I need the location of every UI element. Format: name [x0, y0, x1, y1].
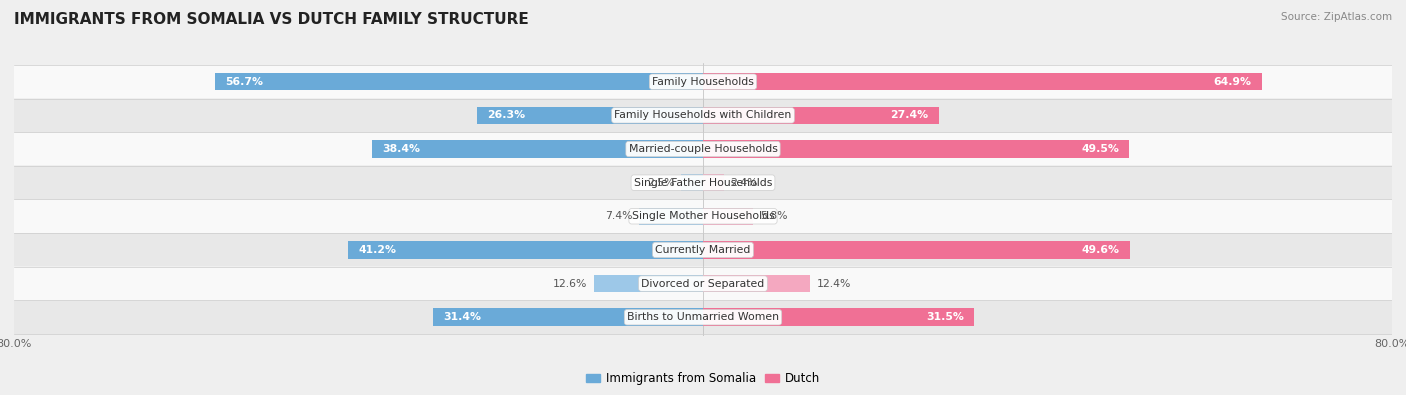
- Text: 64.9%: 64.9%: [1213, 77, 1251, 87]
- Bar: [703, 140, 1129, 158]
- Bar: [703, 107, 939, 124]
- Text: 12.6%: 12.6%: [553, 278, 588, 289]
- Text: 26.3%: 26.3%: [486, 110, 524, 120]
- Text: 31.5%: 31.5%: [927, 312, 965, 322]
- Bar: [14, 132, 1392, 166]
- Bar: [682, 174, 703, 192]
- Text: 41.2%: 41.2%: [359, 245, 396, 255]
- Bar: [14, 166, 1392, 199]
- Text: Source: ZipAtlas.com: Source: ZipAtlas.com: [1281, 12, 1392, 22]
- Text: Divorced or Separated: Divorced or Separated: [641, 278, 765, 289]
- Text: 12.4%: 12.4%: [817, 278, 851, 289]
- Text: Family Households: Family Households: [652, 77, 754, 87]
- Text: 5.8%: 5.8%: [759, 211, 787, 221]
- Bar: [477, 107, 703, 124]
- Text: Births to Unmarried Women: Births to Unmarried Women: [627, 312, 779, 322]
- Bar: [703, 73, 1263, 90]
- Bar: [373, 140, 703, 158]
- Text: 49.6%: 49.6%: [1081, 245, 1119, 255]
- Bar: [14, 301, 1392, 334]
- Bar: [640, 207, 703, 225]
- Bar: [14, 65, 1392, 98]
- Bar: [703, 241, 1130, 259]
- Bar: [14, 99, 1392, 132]
- Text: 2.4%: 2.4%: [731, 178, 758, 188]
- Bar: [703, 207, 754, 225]
- Bar: [14, 233, 1392, 267]
- Bar: [595, 275, 703, 292]
- Bar: [433, 308, 703, 326]
- Text: Single Father Households: Single Father Households: [634, 178, 772, 188]
- Text: 31.4%: 31.4%: [443, 312, 481, 322]
- Text: 38.4%: 38.4%: [382, 144, 420, 154]
- Bar: [703, 275, 810, 292]
- Text: Family Households with Children: Family Households with Children: [614, 110, 792, 120]
- Text: Currently Married: Currently Married: [655, 245, 751, 255]
- Bar: [215, 73, 703, 90]
- Bar: [703, 174, 724, 192]
- Text: 7.4%: 7.4%: [605, 211, 633, 221]
- Bar: [14, 267, 1392, 300]
- Bar: [703, 308, 974, 326]
- Text: IMMIGRANTS FROM SOMALIA VS DUTCH FAMILY STRUCTURE: IMMIGRANTS FROM SOMALIA VS DUTCH FAMILY …: [14, 12, 529, 27]
- Text: Single Mother Households: Single Mother Households: [631, 211, 775, 221]
- Text: 49.5%: 49.5%: [1081, 144, 1119, 154]
- Text: Married-couple Households: Married-couple Households: [628, 144, 778, 154]
- Text: 27.4%: 27.4%: [890, 110, 928, 120]
- Bar: [14, 200, 1392, 233]
- Legend: Immigrants from Somalia, Dutch: Immigrants from Somalia, Dutch: [581, 367, 825, 390]
- Bar: [349, 241, 703, 259]
- Text: 56.7%: 56.7%: [225, 77, 263, 87]
- Text: 2.5%: 2.5%: [647, 178, 675, 188]
